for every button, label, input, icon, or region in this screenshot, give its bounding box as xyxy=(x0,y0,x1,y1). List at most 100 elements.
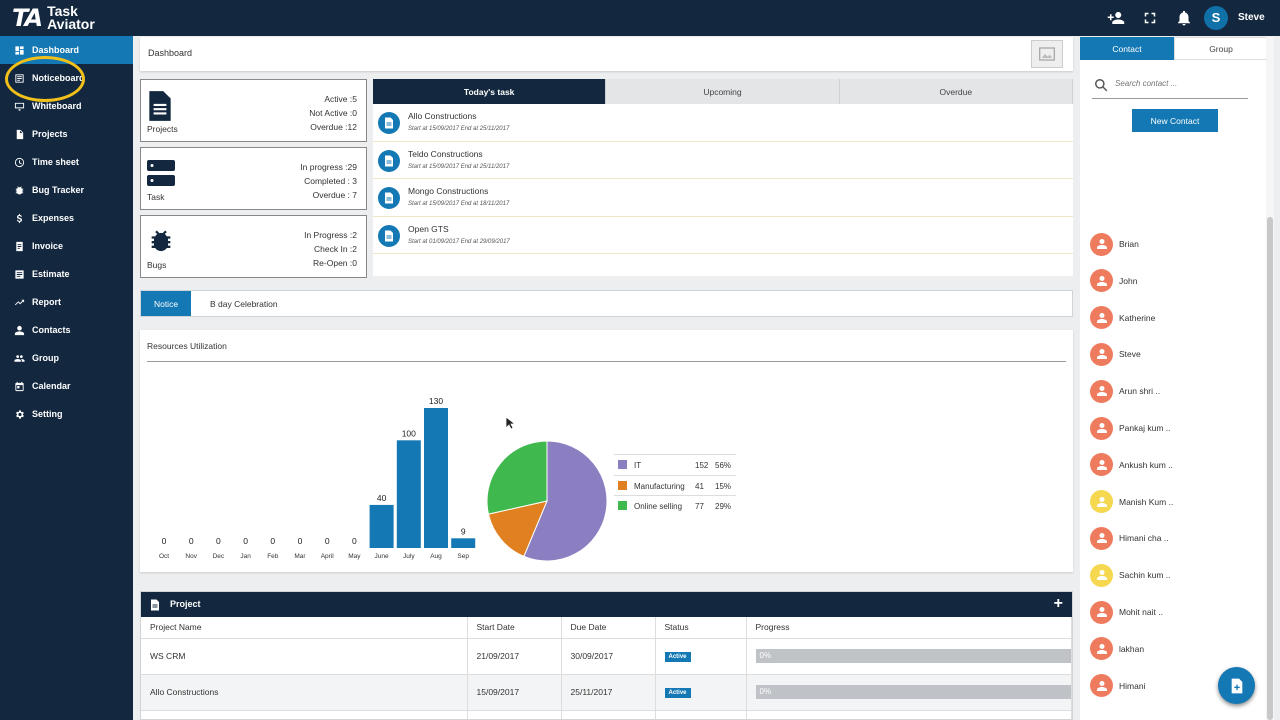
bell-icon[interactable] xyxy=(1175,9,1193,27)
tab-contact[interactable]: Contact xyxy=(1080,37,1174,60)
column-header[interactable]: Project Name xyxy=(141,617,468,639)
contact-item[interactable]: Ankush kum .. xyxy=(1090,453,1173,477)
sidebar-item-report[interactable]: Report xyxy=(0,288,133,316)
tab-notice[interactable]: Notice xyxy=(141,291,191,316)
contact-item[interactable]: Sachin kum .. xyxy=(1090,563,1171,587)
sidebar-item-whiteboard[interactable]: Whiteboard xyxy=(0,92,133,120)
task-row[interactable]: Allo Constructions Start at 15/09/2017 E… xyxy=(373,104,1073,142)
legend-item: Manufacturing 41 15% xyxy=(614,474,736,496)
task-row[interactable]: Mongo Constructions Start at 15/09/2017 … xyxy=(373,179,1073,217)
column-header[interactable]: Start Date xyxy=(467,617,562,639)
tab-todays-task[interactable]: Today's task xyxy=(373,79,607,104)
column-header[interactable]: Due Date xyxy=(561,617,656,639)
sidebar-item-expenses[interactable]: Expenses xyxy=(0,204,133,232)
contact-item[interactable]: Katherine xyxy=(1090,306,1155,330)
new-contact-button[interactable]: New Contact xyxy=(1132,109,1218,132)
sidebar-item-setting[interactable]: Setting xyxy=(0,400,133,428)
sidebar-item-label: Setting xyxy=(32,409,63,419)
bug-icon xyxy=(151,230,171,252)
task-row[interactable]: Teldo Constructions Start at 15/09/2017 … xyxy=(373,142,1073,179)
image-button[interactable] xyxy=(1031,40,1063,68)
contact-item[interactable]: lakhan xyxy=(1090,637,1144,661)
contact-name: Mohit nait .. xyxy=(1119,607,1163,617)
invoice-icon xyxy=(16,241,23,251)
resources-chart: 0 Oct 0 Nov 0 Dec 0 Jan 0 Feb 0 Mar 0 April 0 May 40 June… xyxy=(159,396,608,562)
contact-item[interactable]: Arun shri .. xyxy=(1090,379,1160,403)
x-tick-label: Aug xyxy=(430,553,442,560)
project-name: WS CRM xyxy=(141,638,468,675)
table-row[interactable] xyxy=(141,710,1072,719)
column-header[interactable]: Progress xyxy=(746,617,1072,639)
task-dates: Start at 15/09/2017 End at 25/11/2017 xyxy=(408,163,510,170)
bar-value-label: 0 xyxy=(243,536,248,546)
document-icon xyxy=(16,129,24,139)
contact-item[interactable]: John xyxy=(1090,269,1137,293)
bar-value-label: 0 xyxy=(162,536,167,546)
person-icon xyxy=(1090,637,1113,661)
sidebar-item-group[interactable]: Group xyxy=(0,344,133,372)
calendar-icon xyxy=(15,381,24,391)
sidebar-item-calendar[interactable]: Calendar xyxy=(0,372,133,400)
projects-stat-card[interactable]: Projects Active :5 Not Active :0 Overdue… xyxy=(140,79,367,142)
tab-bday-celebration[interactable]: B day Celebration xyxy=(210,299,278,309)
sidebar-item-contacts[interactable]: Contacts xyxy=(0,316,133,344)
table-row[interactable]: Allo Constructions 15/09/2017 25/11/2017… xyxy=(141,674,1072,711)
bugs-stats: In Progress :2 Check In :2 Re-Open :0 xyxy=(304,230,357,268)
sidebar-item-estimate[interactable]: Estimate xyxy=(0,260,133,288)
contact-item[interactable]: Himani xyxy=(1090,674,1145,698)
sidebar-item-invoice[interactable]: Invoice xyxy=(0,232,133,260)
bar-value-label: 40 xyxy=(377,493,387,503)
sidebar-item-bug-tracker[interactable]: Bug Tracker xyxy=(0,176,133,204)
table-row[interactable]: WS CRM 21/09/2017 30/09/2017 Active 0% xyxy=(141,638,1072,675)
contact-item[interactable]: Mohit nait .. xyxy=(1090,600,1163,624)
person-icon xyxy=(1090,674,1113,698)
sidebar-item-label: Bug Tracker xyxy=(32,185,85,195)
search-input[interactable] xyxy=(1115,79,1245,88)
add-user-icon[interactable] xyxy=(1107,9,1125,27)
project-name: Allo Constructions xyxy=(141,674,468,711)
contact-item[interactable]: Steve xyxy=(1090,342,1141,366)
contact-item[interactable]: Himani cha .. xyxy=(1090,526,1169,550)
person-icon xyxy=(1090,379,1113,403)
projects-label: Projects xyxy=(147,124,178,134)
legend-swatch xyxy=(618,501,627,510)
bugs-stat-card[interactable]: Bugs In Progress :2 Check In :2 Re-Open … xyxy=(140,215,367,278)
sidebar-item-label: Invoice xyxy=(32,241,64,251)
top-bar: TA Task Aviator S Steve xyxy=(0,0,1280,36)
user-name[interactable]: Steve xyxy=(1238,12,1265,23)
sidebar-item-time-sheet[interactable]: Time sheet xyxy=(0,148,133,176)
scrollbar[interactable] xyxy=(1266,37,1274,720)
task-dates: Start at 15/09/2017 End at 25/11/2017 xyxy=(408,126,510,132)
task-row[interactable]: Open GTS Start at 01/09/2017 End at 29/0… xyxy=(373,217,1073,254)
project-table: Project Name Start Date Due Date Status … xyxy=(141,617,1072,719)
person-icon xyxy=(1090,416,1113,440)
legend-percent: 56% xyxy=(715,461,732,470)
app-logo[interactable]: TA Task Aviator xyxy=(12,4,95,32)
contact-name: Himani xyxy=(1119,680,1146,691)
status-badge: Active xyxy=(664,688,691,698)
estimate-icon xyxy=(15,269,24,279)
bar-value-label: 0 xyxy=(216,536,221,546)
user-avatar[interactable]: S xyxy=(1204,6,1228,30)
contact-item[interactable]: Pankaj kum .. xyxy=(1090,416,1171,440)
tab-overdue[interactable]: Overdue xyxy=(839,79,1073,104)
contact-item[interactable]: Brian xyxy=(1090,232,1139,256)
add-project-button[interactable]: + xyxy=(1053,595,1063,612)
tab-group[interactable]: Group xyxy=(1174,37,1268,60)
start-date: 21/09/2017 xyxy=(467,638,562,675)
person-icon xyxy=(14,325,25,335)
contact-item[interactable]: Manish Kum .. xyxy=(1090,490,1173,514)
column-header[interactable]: Status xyxy=(655,617,747,639)
fullscreen-icon[interactable] xyxy=(1141,9,1159,27)
task-stat-card[interactable]: Task In progress :29 Completed : 3 Overd… xyxy=(140,147,367,210)
gear-icon xyxy=(16,409,24,419)
sidebar-item-label: Whiteboard xyxy=(32,101,82,111)
contact-name: Steve xyxy=(1119,349,1141,360)
add-document-button[interactable] xyxy=(1218,667,1255,704)
x-tick-label: May xyxy=(348,553,361,560)
tab-upcoming[interactable]: Upcoming xyxy=(606,79,840,104)
person-icon xyxy=(1090,453,1113,477)
scrollbar-thumb[interactable] xyxy=(1267,217,1273,720)
sidebar-item-projects[interactable]: Projects xyxy=(0,120,133,148)
contact-name: Brian xyxy=(1119,239,1139,249)
